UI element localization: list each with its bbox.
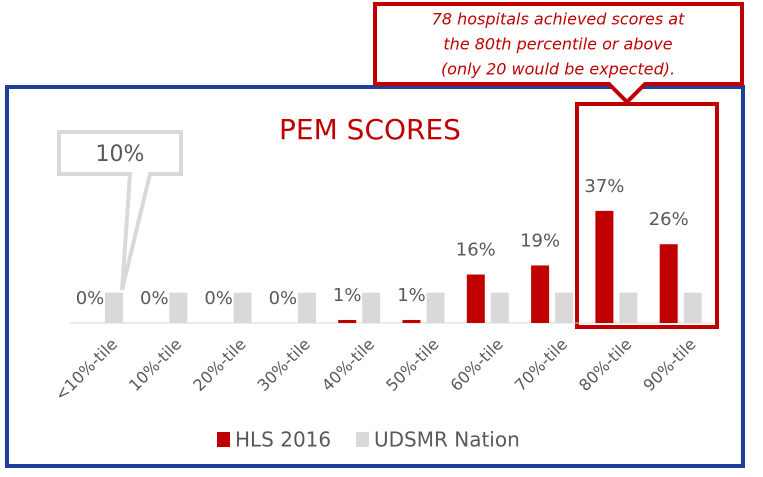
bar <box>402 319 421 323</box>
bar <box>426 292 445 323</box>
bar <box>531 265 550 323</box>
x-tick-label: 10%-tile <box>125 335 185 395</box>
bar <box>619 292 638 323</box>
bar <box>490 292 509 323</box>
data-label: 0% <box>269 288 298 309</box>
x-tick-label: 90%-tile <box>639 335 699 395</box>
annotation-text: 78 hospitals achieved scores at <box>432 10 685 29</box>
chart-title: PEM SCORES <box>279 113 461 146</box>
legend-label: HLS 2016 <box>235 428 331 452</box>
data-label: 37% <box>584 176 624 197</box>
data-label: 10% <box>96 142 145 167</box>
annotation-text: (only 20 would be expected). <box>441 60 675 79</box>
x-tick-label: 20%-tile <box>189 335 249 395</box>
bar <box>659 244 678 323</box>
annotation-callout <box>373 2 744 105</box>
data-label: 0% <box>140 288 169 309</box>
x-tick-label: 60%-tile <box>446 335 506 395</box>
data-label: 0% <box>204 288 233 309</box>
bar <box>595 210 614 323</box>
x-tick-label: 80%-tile <box>575 335 635 395</box>
data-label: 1% <box>333 285 362 306</box>
legend-swatch <box>217 432 230 447</box>
legend-swatch <box>356 432 369 447</box>
bar <box>555 292 574 323</box>
value-callout <box>57 130 183 291</box>
x-tick-label: 50%-tile <box>382 335 442 395</box>
bar <box>466 274 485 323</box>
bar <box>683 292 702 323</box>
data-label: 26% <box>649 209 689 230</box>
data-label: 16% <box>456 240 496 261</box>
x-tick-label: 40%-tile <box>318 335 378 395</box>
bar <box>169 292 188 323</box>
bar <box>297 292 316 323</box>
frame <box>5 85 745 468</box>
bar <box>233 292 252 323</box>
legend-label: UDSMR Nation <box>374 428 520 452</box>
highlight-box <box>575 102 719 329</box>
x-tick-label: <10%-tile <box>51 335 121 405</box>
x-tick-label: 70%-tile <box>511 335 571 395</box>
bar <box>105 292 123 323</box>
data-label: 0% <box>76 288 105 309</box>
x-tick-label: 30%-tile <box>254 335 314 395</box>
bar <box>338 319 357 323</box>
data-label: 19% <box>520 230 560 251</box>
annotation-text: the 80th percentile or above <box>443 35 672 54</box>
data-label: 1% <box>397 285 426 306</box>
bar <box>362 292 381 323</box>
